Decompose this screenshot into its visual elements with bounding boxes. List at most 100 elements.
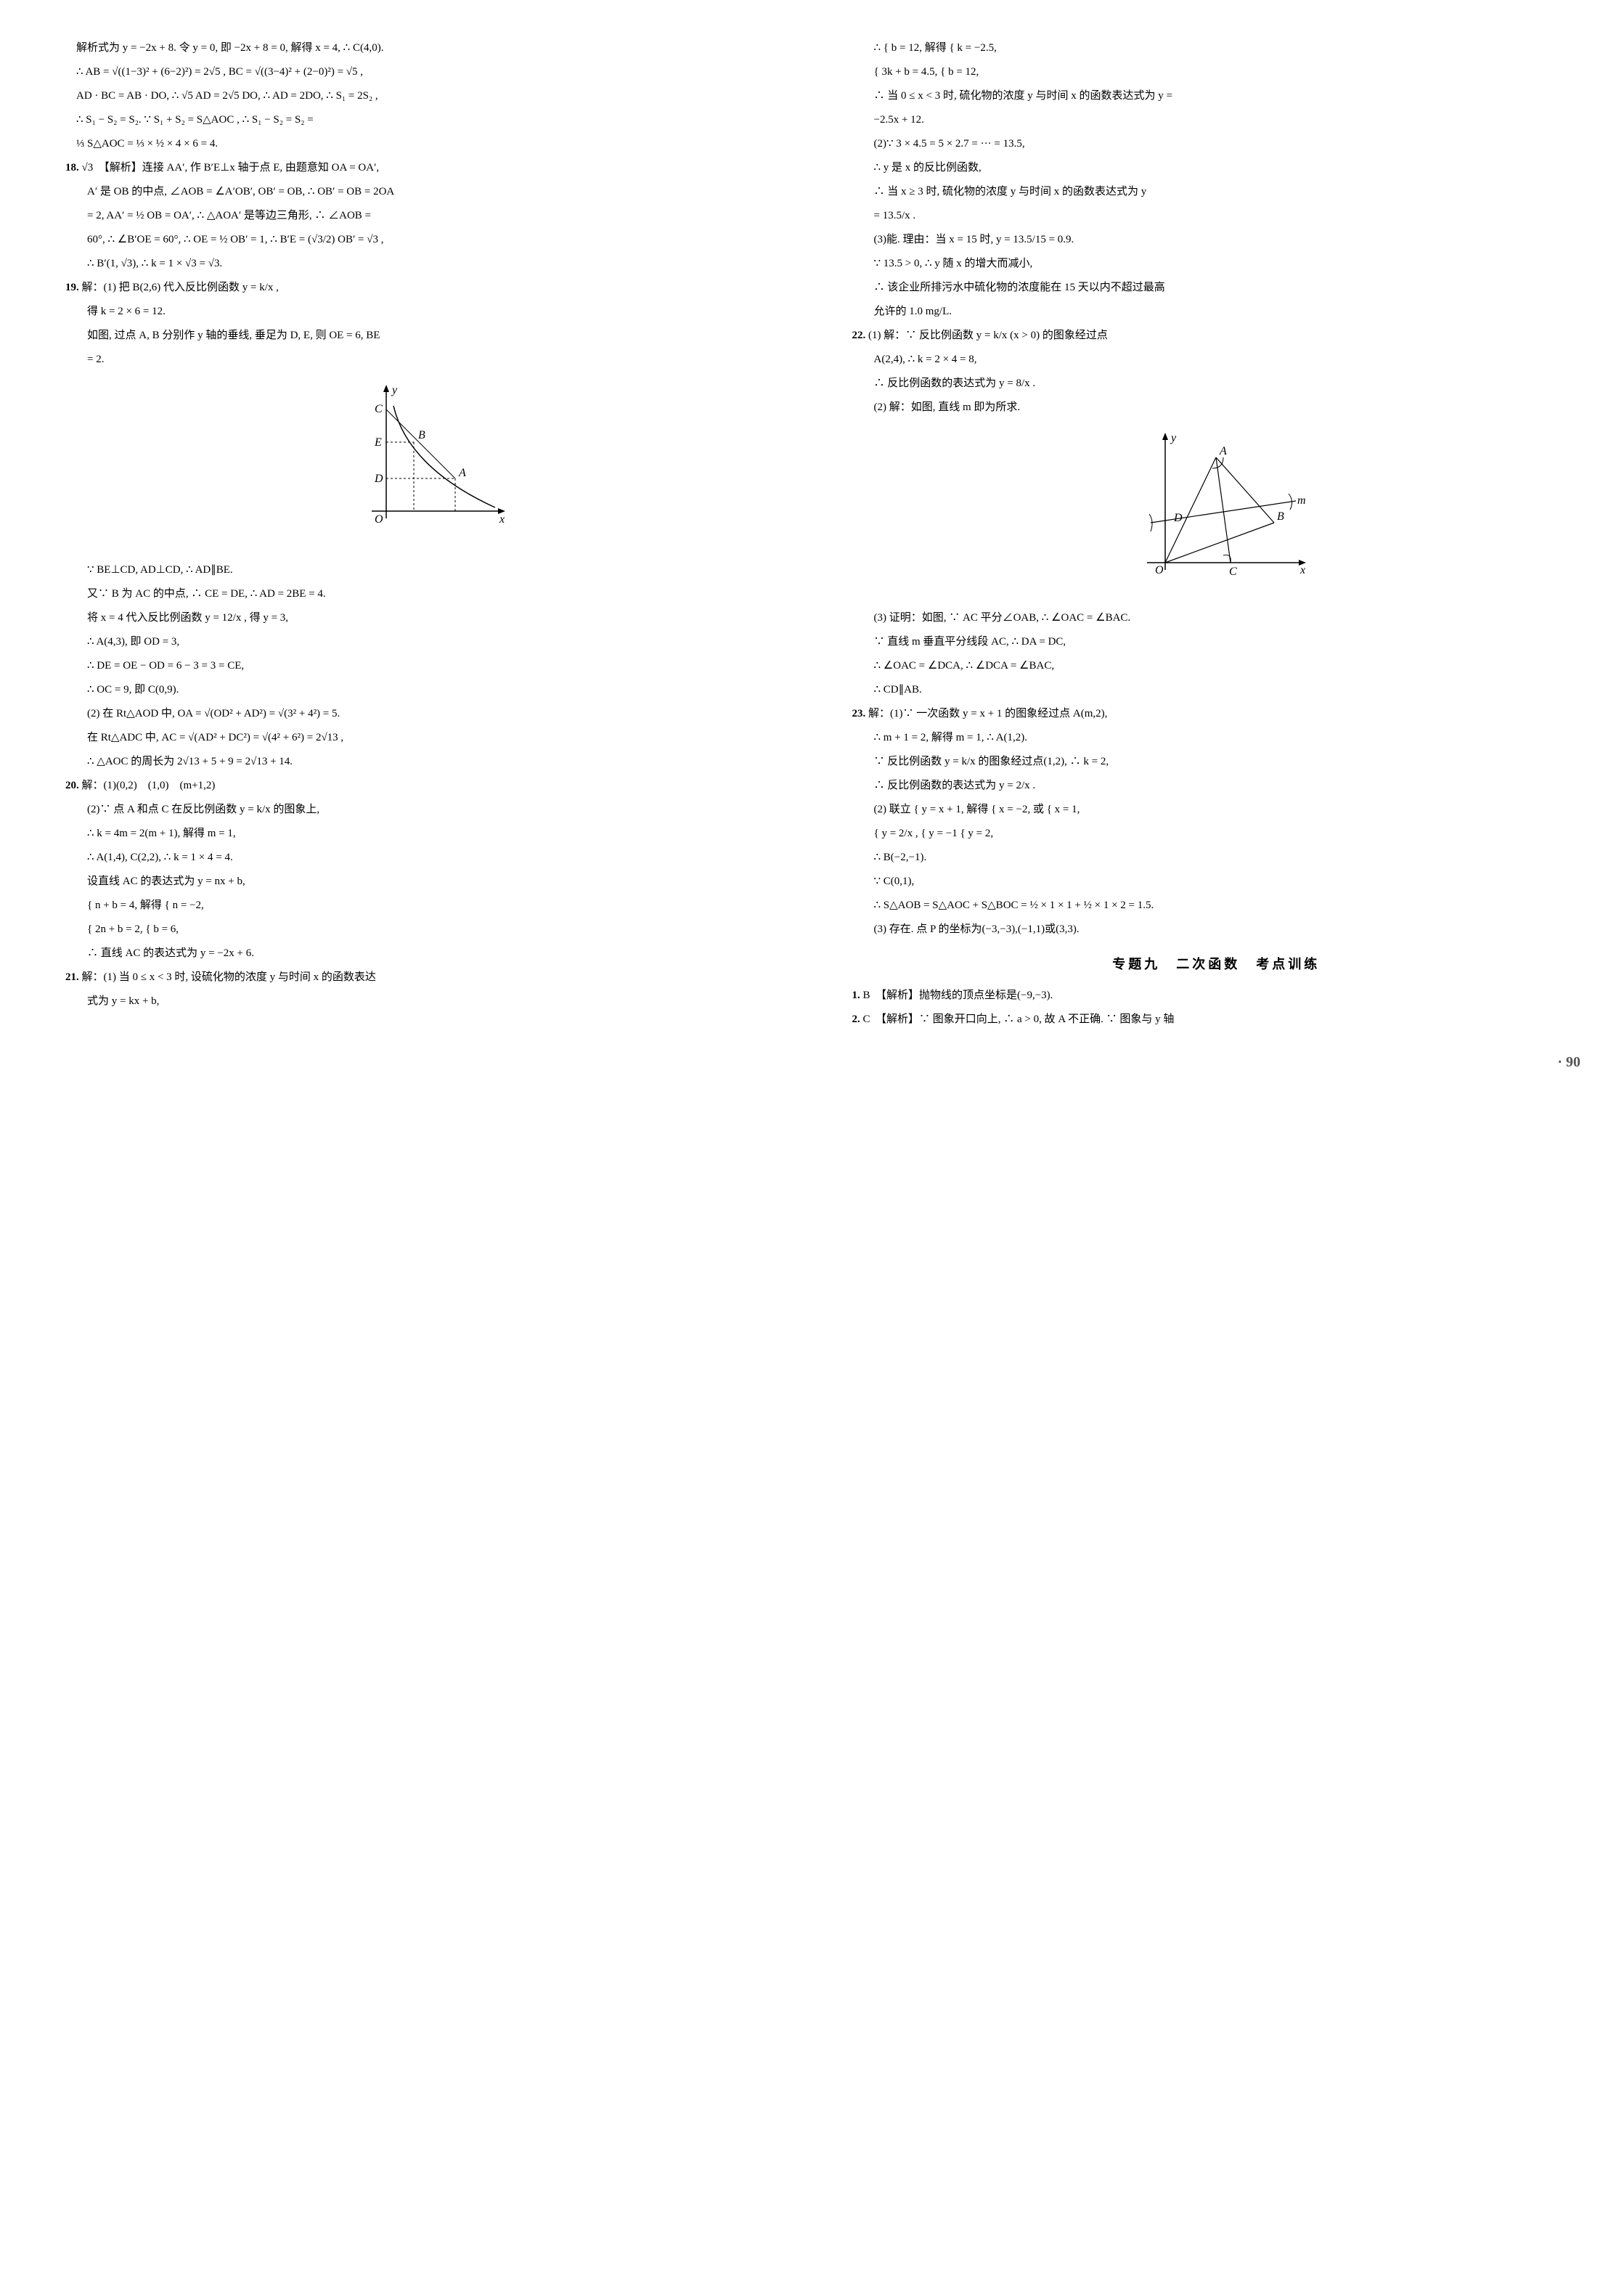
text-line: ∵ 13.5 > 0, ∴ y 随 x 的增大而减小, [852, 252, 1581, 276]
point-b-label: B [418, 429, 425, 441]
text-line: ∴ A(1,4), C(2,2), ∴ k = 1 × 4 = 4. [65, 846, 794, 870]
text-line: ∵ 反比例函数 y = k/x 的图象经过点(1,2), ∴ k = 2, [852, 750, 1581, 774]
axis-x-label: x [499, 513, 505, 526]
text-line: ∴ ∠OAC = ∠DCA, ∴ ∠DCA = ∠BAC, [852, 654, 1581, 678]
figure-19: y x O C E B D A [65, 380, 794, 550]
text-line: ∴ 反比例函数的表达式为 y = 2/x . [852, 774, 1581, 798]
left-column: 解析式为 y = −2x + 8. 令 y = 0, 即 −2x + 8 = 0… [65, 36, 794, 1078]
text-line: 又∵ B 为 AC 的中点, ∴ CE = DE, ∴ AD = 2BE = 4… [65, 582, 794, 606]
question-23: 23. 解：(1)∵ 一次函数 y = x + 1 的图象经过点 A(m,2), [852, 702, 1581, 726]
text-line: ∴ 直线 AC 的表达式为 y = −2x + 6. [65, 942, 794, 966]
text-line: ∵ 直线 m 垂直平分线段 AC, ∴ DA = DC, [852, 630, 1581, 654]
figure-22: y x O A B C D m [852, 428, 1581, 597]
text-line: = 13.5/x . [852, 204, 1581, 228]
question-22: 22. (1) 解：∵ 反比例函数 y = k/x (x > 0) 的图象经过点 [852, 324, 1581, 348]
text-span: C 【解析】∵ 图象开口向上, ∴ a > 0, 故 A 不正确. ∵ 图象与 … [863, 1013, 1175, 1025]
text-line: ∴ △AOC 的周长为 2√13 + 5 + 9 = 2√13 + 14. [65, 750, 794, 774]
answer-1: 1. B 【解析】抛物线的顶点坐标是(−9,−3). [852, 984, 1581, 1008]
text-span: 解：(1) 把 B(2,6) 代入反比例函数 y = k/x , [82, 282, 279, 293]
question-number: 19. [65, 282, 79, 293]
question-21: 21. 解：(1) 当 0 ≤ x < 3 时, 设硫化物的浓度 y 与时间 x… [65, 966, 794, 990]
text-line: (2) 在 Rt△AOD 中, OA = √(OD² + AD²) = √(3²… [65, 702, 794, 726]
text-line: 式为 y = kx + b, [65, 990, 794, 1013]
text-line: { 2n + b = 2, { b = 6, [65, 918, 794, 942]
text-line: ∴ 当 0 ≤ x < 3 时, 硫化物的浓度 y 与时间 x 的函数表达式为 … [852, 84, 1581, 108]
text-line: ∵ BE⊥CD, AD⊥CD, ∴ AD∥BE. [65, 558, 794, 582]
answer-number: 1. [852, 990, 860, 1001]
text-line: { 3k + b = 4.5, { b = 12, [852, 60, 1581, 84]
point-d-label: D [1173, 512, 1183, 524]
text-line: −2.5x + 12. [852, 108, 1581, 132]
question-number: 21. [65, 971, 79, 983]
text-span: B 【解析】抛物线的顶点坐标是(−9,−3). [863, 990, 1053, 1001]
text-line: (2) 联立 { y = x + 1, 解得 { x = −2, 或 { x =… [852, 798, 1581, 822]
axis-x-label: x [1299, 564, 1305, 576]
text-line: ∴ AB = √((1−3)² + (6−2)²) = 2√5 , BC = √… [65, 60, 794, 84]
text-line: A(2,4), ∴ k = 2 × 4 = 8, [852, 348, 1581, 372]
text-line: A′ 是 OB 的中点, ∠AOB = ∠A′OB′, OB′ = OB, ∴ … [65, 180, 794, 204]
question-18: 18. √3 【解析】连接 AA′, 作 B′E⊥x 轴于点 E, 由题意知 O… [65, 156, 794, 180]
text-line: 得 k = 2 × 6 = 12. [65, 300, 794, 324]
origin-label: O [375, 513, 383, 526]
text-line: = 2. [65, 348, 794, 372]
question-19: 19. 解：(1) 把 B(2,6) 代入反比例函数 y = k/x , [65, 276, 794, 300]
point-b-label: B [1277, 510, 1284, 523]
text-line: { y = 2/x , { y = −1 { y = 2, [852, 822, 1581, 846]
line-m-label: m [1297, 494, 1306, 507]
text-line: ∴ y 是 x 的反比例函数, [852, 156, 1581, 180]
text-line: ∴ DE = OE − OD = 6 − 3 = 3 = CE, [65, 654, 794, 678]
right-column: ∴ { b = 12, 解得 { k = −2.5, { 3k + b = 4.… [852, 36, 1581, 1078]
text-line: ∴ S△AOB = S△AOC + S△BOC = ½ × 1 × 1 + ½ … [852, 894, 1581, 918]
text-line: (3)能. 理由：当 x = 15 时, y = 13.5/15 = 0.9. [852, 228, 1581, 252]
text-line: ∴ { b = 12, 解得 { k = −2.5, [852, 36, 1581, 60]
text-line: 解析式为 y = −2x + 8. 令 y = 0, 即 −2x + 8 = 0… [65, 36, 794, 60]
text-line: (2)∵ 点 A 和点 C 在反比例函数 y = k/x 的图象上, [65, 798, 794, 822]
text-span: √3 【解析】连接 AA′, 作 B′E⊥x 轴于点 E, 由题意知 OA = … [82, 162, 380, 174]
axis-y-label: y [391, 384, 398, 396]
text-line: ∴ k = 4m = 2(m + 1), 解得 m = 1, [65, 822, 794, 846]
text-line: ∴ S₁ − S₂ = S₂. ∵ S₁ + S₂ = S△AOC , ∴ S₁… [65, 108, 794, 132]
text-line: (3) 证明：如图, ∵ AC 平分∠OAB, ∴ ∠OAC = ∠BAC. [852, 606, 1581, 630]
point-c-label: C [1229, 566, 1237, 578]
text-line: ∴ 当 x ≥ 3 时, 硫化物的浓度 y 与时间 x 的函数表达式为 y [852, 180, 1581, 204]
question-number: 22. [852, 330, 866, 341]
question-number: 23. [852, 708, 866, 719]
text-line: 在 Rt△ADC 中, AC = √(AD² + DC²) = √(4² + 6… [65, 726, 794, 750]
text-span: 解：(1)(0,2) (1,0) (m+1,2) [82, 780, 216, 791]
figure-22-svg: y x O A B C D m [1114, 428, 1318, 588]
text-line: (2) 解：如图, 直线 m 即为所求. [852, 396, 1581, 420]
axis-y-label: y [1170, 432, 1177, 444]
point-a-label: A [458, 467, 466, 479]
section-title: 专题九 二次函数 考点训练 [852, 950, 1581, 979]
text-line: (2)∵ 3 × 4.5 = 5 × 2.7 = ··· = 13.5, [852, 132, 1581, 156]
text-line: ∴ OC = 9, 即 C(0,9). [65, 678, 794, 702]
question-number: 18. [65, 162, 79, 174]
text-span: 解：(1) 当 0 ≤ x < 3 时, 设硫化物的浓度 y 与时间 x 的函数… [82, 971, 376, 983]
text-line: ∴ m + 1 = 2, 解得 m = 1, ∴ A(1,2). [852, 726, 1581, 750]
text-line: ∴ 该企业所排污水中硫化物的浓度能在 15 天以内不超过最高 [852, 276, 1581, 300]
text-line: ⅓ S△AOC = ⅓ × ½ × 4 × 6 = 4. [65, 132, 794, 156]
text-line: 60°, ∴ ∠B′OE = 60°, ∴ OE = ½ OB′ = 1, ∴ … [65, 228, 794, 252]
text-line: (3) 存在. 点 P 的坐标为(−3,−3),(−1,1)或(3,3). [852, 918, 1581, 942]
point-c-label: C [375, 403, 383, 415]
text-span: 解：(1)∵ 一次函数 y = x + 1 的图象经过点 A(m,2), [868, 708, 1107, 719]
text-line: ∴ A(4,3), 即 OD = 3, [65, 630, 794, 654]
question-20: 20. 解：(1)(0,2) (1,0) (m+1,2) [65, 774, 794, 798]
text-line: ∴ CD∥AB. [852, 678, 1581, 702]
answer-number: 2. [852, 1013, 860, 1025]
question-number: 20. [65, 780, 79, 791]
figure-19-svg: y x O C E B D A [343, 380, 517, 540]
point-a-label: A [1219, 445, 1227, 457]
answer-2: 2. C 【解析】∵ 图象开口向上, ∴ a > 0, 故 A 不正确. ∵ 图… [852, 1008, 1581, 1032]
text-line: = 2, AA′ = ½ OB = OA′, ∴ △AOA′ 是等边三角形, ∴… [65, 204, 794, 228]
page-number: · 90 [852, 1046, 1581, 1078]
origin-label: O [1155, 564, 1164, 576]
text-line: ∴ B′(1, √3), ∴ k = 1 × √3 = √3. [65, 252, 794, 276]
text-span: (1) 解：∵ 反比例函数 y = k/x (x > 0) 的图象经过点 [868, 330, 1108, 341]
text-line: 将 x = 4 代入反比例函数 y = 12/x , 得 y = 3, [65, 606, 794, 630]
text-line: { n + b = 4, 解得 { n = −2, [65, 894, 794, 918]
point-d-label: D [374, 473, 383, 485]
text-line: ∴ 反比例函数的表达式为 y = 8/x . [852, 372, 1581, 396]
text-line: ∵ C(0,1), [852, 870, 1581, 894]
text-line: AD · BC = AB · DO, ∴ √5 AD = 2√5 DO, ∴ A… [65, 84, 794, 108]
